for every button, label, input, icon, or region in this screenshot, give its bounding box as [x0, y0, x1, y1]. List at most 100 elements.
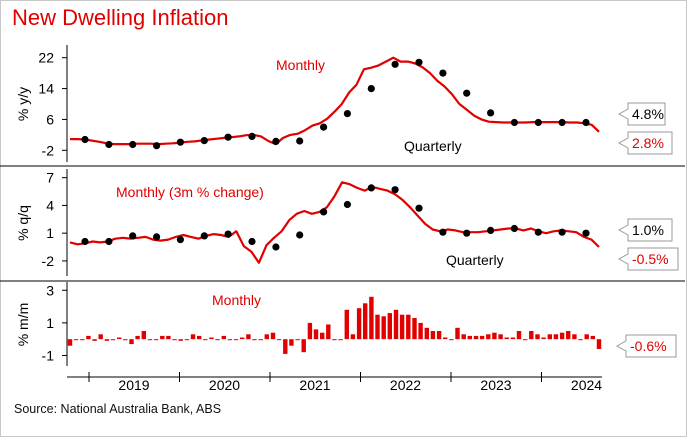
quarterly-point: [248, 132, 256, 140]
quarterly-point: [367, 184, 375, 192]
monthly-bar: [147, 339, 153, 341]
callout-box: [617, 218, 673, 242]
quarterly-point: [439, 228, 447, 236]
monthly-bar: [117, 337, 122, 340]
monthly-bar: [584, 334, 589, 340]
monthly-bar: [516, 331, 522, 340]
quarterly-point: [81, 135, 89, 144]
monthly-bar: [104, 339, 110, 341]
monthly-bar: [264, 334, 269, 340]
monthly-bar: [572, 334, 577, 340]
quarterly-point: [129, 140, 137, 149]
monthly-bar: [135, 335, 140, 340]
monthly-bar: [449, 339, 454, 341]
monthly-bar: [123, 339, 128, 341]
monthly-bar: [486, 334, 491, 340]
monthly-bar: [547, 334, 552, 340]
monthly-bar: [110, 339, 116, 341]
monthly-bar: [553, 334, 559, 340]
x-tick-label: 2023: [480, 377, 511, 393]
monthly-bar: [381, 316, 386, 340]
quarterly-point: [510, 224, 518, 233]
monthly-bar: [344, 309, 349, 340]
monthly-bar: [461, 334, 466, 340]
monthly-bar: [541, 337, 546, 340]
monthly-bar: [436, 331, 442, 340]
quarterly-point: [200, 137, 208, 145]
monthly-bar: [172, 339, 177, 341]
quarterly-point: [176, 236, 184, 244]
monthly-bar: [283, 339, 288, 354]
y-tick-label: 14: [38, 81, 54, 97]
quarterly-point: [224, 133, 232, 141]
monthly-bar: [129, 339, 134, 345]
monthly-bar: [338, 339, 343, 341]
quarterly-point: [415, 58, 423, 66]
monthly-series-line: [70, 56, 600, 146]
monthly-bar: [221, 335, 226, 340]
monthly-bar: [80, 339, 85, 341]
monthly-bar: [332, 339, 337, 341]
monthly-bar: [92, 339, 97, 341]
quarterly-point: [272, 137, 280, 145]
callout-box: [615, 334, 677, 358]
x-tick-label: 2022: [390, 377, 421, 393]
monthly-bar: [467, 335, 472, 340]
quarterly-point: [391, 186, 399, 194]
y-tick-label: 4: [46, 197, 54, 213]
monthly-bar: [412, 318, 417, 340]
y-tick-label: -2: [42, 142, 55, 158]
quarterly-point: [487, 109, 495, 117]
quarterly-point: [272, 243, 280, 251]
monthly-bar: [510, 337, 516, 340]
monthly-bar: [215, 339, 220, 341]
monthly-bar: [153, 339, 159, 341]
quarterly-point: [439, 69, 447, 77]
monthly-bar: [227, 339, 233, 341]
quarterly-point: [558, 228, 566, 236]
quarterly-point: [105, 237, 113, 246]
quarterly-point: [582, 118, 590, 127]
monthly-bar: [160, 335, 165, 340]
monthly-bar: [596, 339, 602, 349]
monthly-bar: [529, 331, 534, 340]
monthly-bar: [197, 335, 202, 340]
monthly-bar: [473, 335, 479, 340]
monthly-bar: [295, 339, 300, 341]
y-axis-label: % m/m: [15, 303, 31, 347]
monthly-bar: [166, 335, 171, 340]
quarterly-point: [176, 138, 184, 146]
quarterly-point: [153, 142, 161, 150]
monthly-bar: [492, 332, 497, 340]
monthly-bar: [203, 339, 208, 341]
monthly-bar: [498, 334, 503, 340]
monthly-bar: [233, 339, 239, 341]
monthly-bar: [479, 335, 485, 340]
quarterly-point: [463, 89, 471, 97]
quarterly-point: [224, 230, 232, 238]
quarterly-point: [129, 232, 137, 240]
quarterly-point: [320, 123, 328, 131]
x-tick-label: 2020: [209, 377, 240, 393]
monthly-bar: [504, 337, 509, 340]
monthly-bar: [307, 322, 313, 340]
quarterly-point: [391, 60, 399, 68]
quarterly-point: [367, 85, 375, 93]
quarterly-point: [343, 110, 351, 118]
quarterly-point: [510, 118, 518, 127]
y-axis-label: % y/y: [15, 87, 31, 121]
monthly-bar: [313, 329, 319, 340]
quarterly-point: [105, 140, 113, 149]
callout-box: [617, 102, 666, 126]
monthly-bar: [209, 337, 214, 340]
quarterly-end-label: 4.8%: [632, 106, 664, 122]
y-tick-label: 3: [46, 282, 54, 298]
quarterly-point: [200, 232, 208, 240]
monthly-bar: [566, 331, 571, 340]
monthly-bar: [258, 339, 263, 341]
monthly-bar: [301, 339, 306, 353]
quarterly-point: [415, 204, 423, 212]
quarterly-point: [463, 229, 471, 237]
x-tick-label: 2021: [299, 377, 330, 393]
